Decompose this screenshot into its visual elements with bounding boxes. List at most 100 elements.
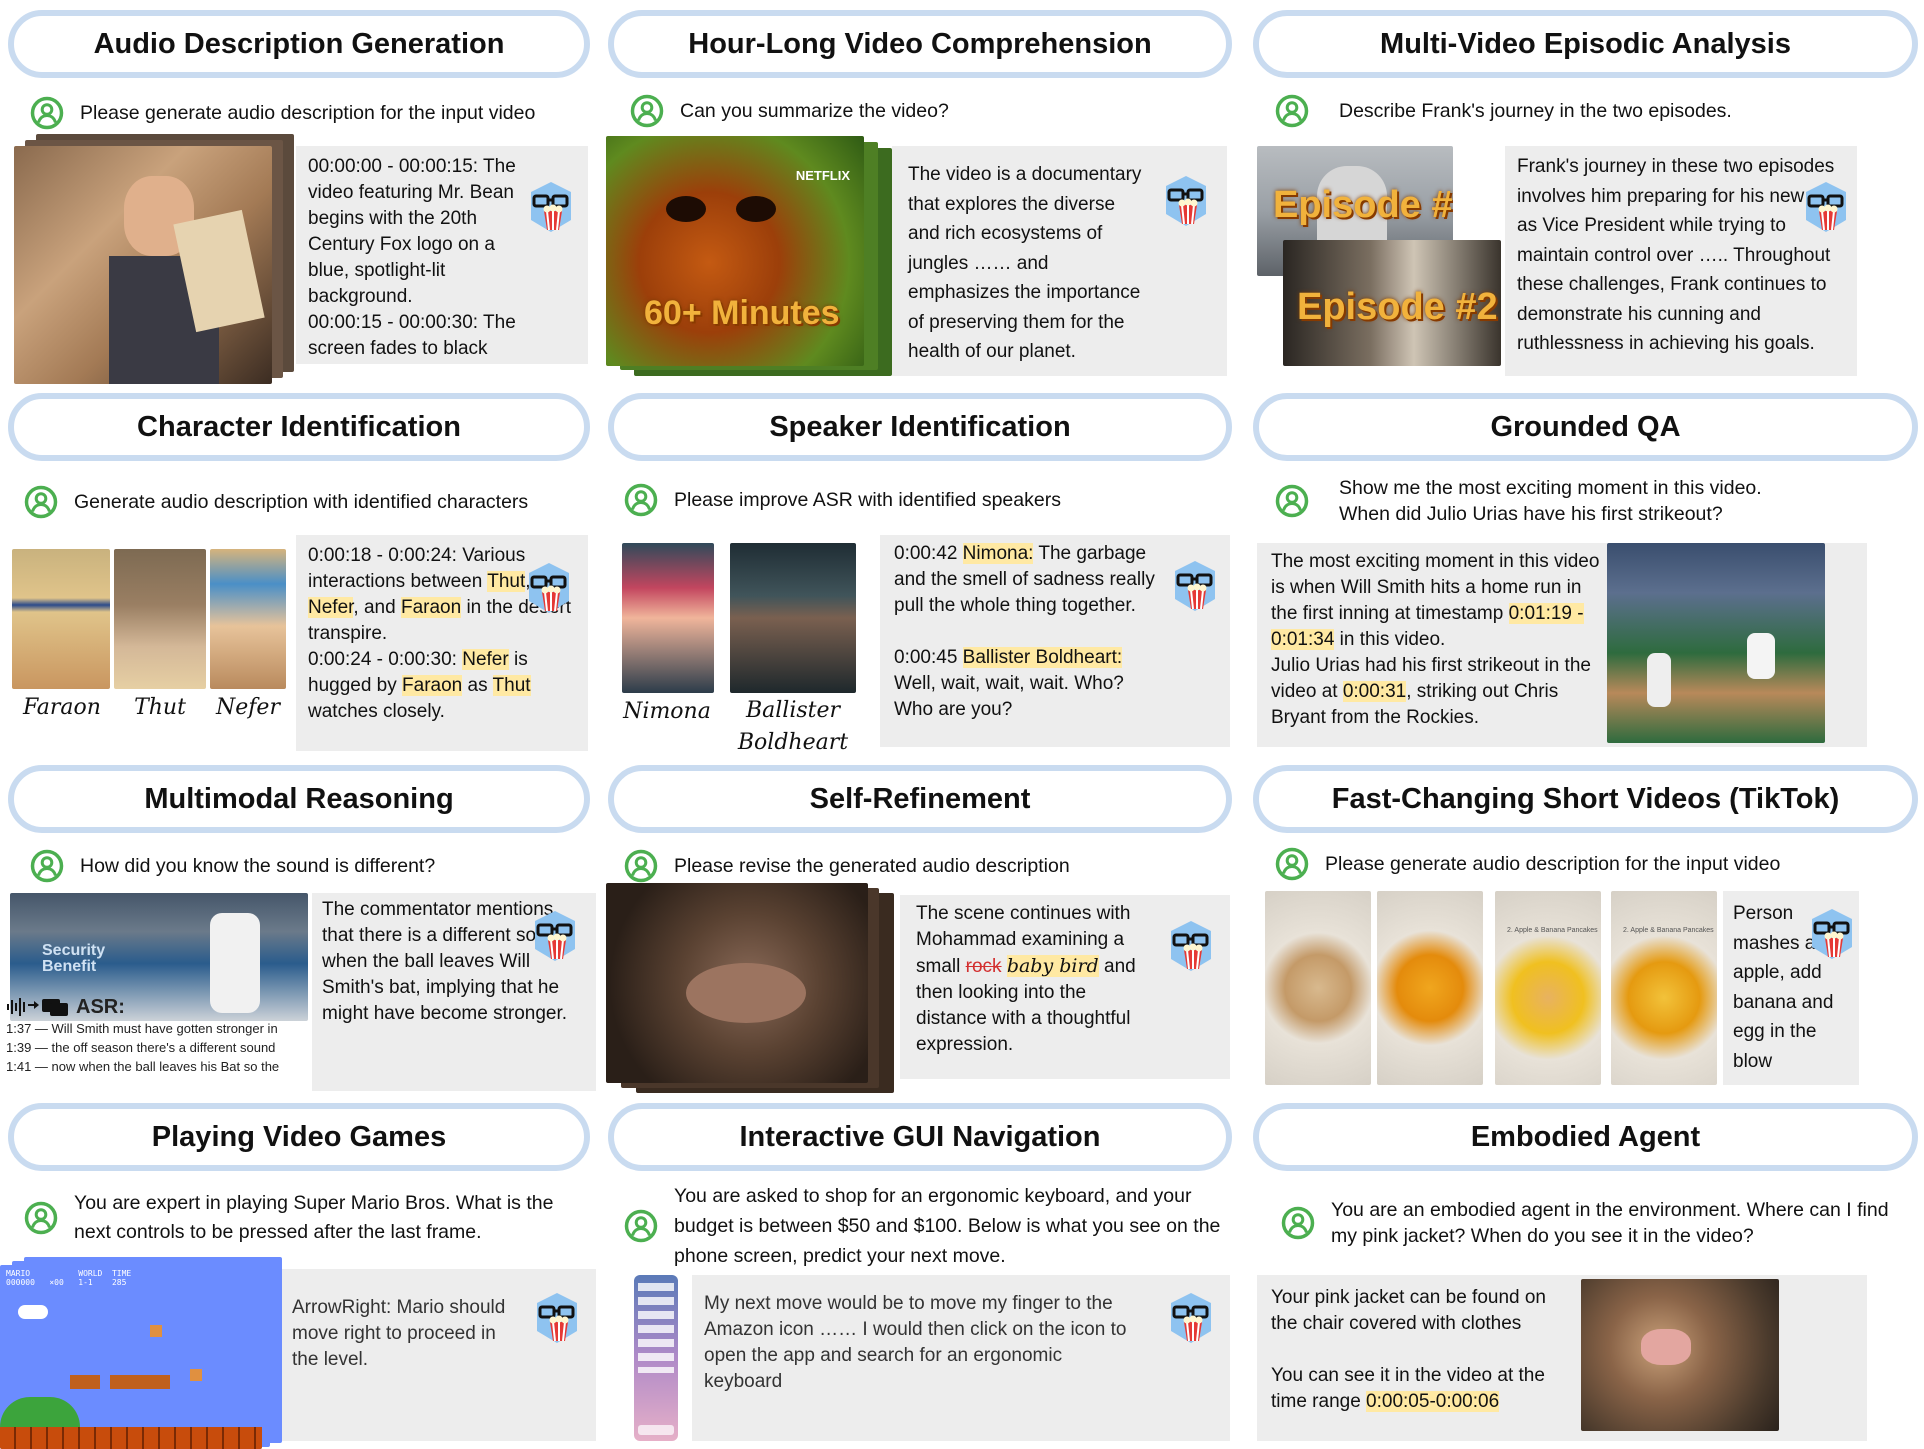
answer-box: The scene continues with Mohammad examin… — [900, 895, 1230, 1079]
question-text: Describe Frank's journey in the two epis… — [1339, 99, 1732, 122]
asr-label: ASR: — [76, 995, 125, 1018]
room-frame — [1581, 1279, 1779, 1431]
user-icon — [624, 1209, 658, 1243]
inserted-word: baby bird — [1006, 955, 1099, 977]
speech-icon — [7, 998, 68, 1016]
answer-box: Your pink jacket can be found on the cha… — [1257, 1275, 1867, 1441]
user-question: Please generate audio description for th… — [30, 96, 588, 130]
bot-icon — [530, 909, 580, 963]
game-frame-stack: MARIO WORLD TIME 000000 ×00 1-1 285 — [0, 1257, 282, 1449]
mario-frame: MARIO WORLD TIME 000000 ×00 1-1 285 — [0, 1265, 262, 1449]
user-icon — [624, 483, 658, 517]
caption-faraon: Faraon — [23, 695, 101, 720]
answer-box: My next move would be to move my finger … — [692, 1275, 1230, 1441]
user-icon — [1275, 484, 1309, 518]
user-icon — [1275, 94, 1309, 128]
bot-icon — [524, 561, 574, 615]
user-question: Show me the most exciting moment in this… — [1275, 475, 1914, 527]
answer-text: Your pink jacket can be found on the cha… — [1271, 1287, 1546, 1412]
asr-transcript: ASR: 1:37 — Will Smith must have gotten … — [6, 995, 316, 1076]
answer-box: Person mashes an apple, add banana and e… — [1723, 891, 1859, 1085]
answer-text: The most exciting moment in this video i… — [1271, 551, 1600, 728]
episode-1-label: Episode #1 — [1273, 184, 1453, 226]
ballister-frame — [730, 543, 856, 693]
tiktok-frame-2 — [1377, 891, 1483, 1085]
asr-line: 1:39 — the off season there's a differen… — [6, 1040, 276, 1055]
timestamp-highlight: 0:00:31 — [1342, 681, 1407, 702]
panel-title: Fast-Changing Short Videos (TikTok) — [1253, 765, 1918, 833]
answer-text: Frank's journey in these two episodes in… — [1517, 156, 1842, 354]
bot-icon — [526, 180, 576, 234]
question-text: You are an embodied agent in the environ… — [1331, 1199, 1889, 1247]
answer-box: The most exciting moment in this video i… — [1257, 543, 1867, 747]
panel-title: Grounded QA — [1253, 393, 1918, 461]
frame-label: 2. Apple & Banana Pancakes — [1507, 927, 1598, 934]
panel-embodied-agent: Embodied Agent You are an embodied agent… — [1245, 1093, 1924, 1449]
struck-word: rock — [965, 956, 1002, 977]
user-icon — [624, 849, 658, 883]
asr-line: 1:37 — Will Smith must have gotten stron… — [6, 1021, 278, 1036]
stadium-sign: Security Benefit — [42, 942, 106, 975]
user-icon — [1275, 847, 1309, 881]
panel-title: Hour-Long Video Comprehension — [608, 10, 1232, 78]
bot-icon — [532, 1291, 582, 1345]
bot-icon — [1865, 1281, 1867, 1335]
panel-title: Interactive GUI Navigation — [608, 1103, 1232, 1171]
user-icon — [1281, 1206, 1315, 1240]
user-question: Generate audio description with identifi… — [24, 485, 588, 519]
name-highlight: Faraon — [400, 597, 462, 618]
panel-hour-long-video: Hour-Long Video Comprehension Can you su… — [600, 0, 1240, 385]
speaker-highlight: Nimona: — [962, 543, 1034, 564]
user-question: Can you summarize the video? — [630, 94, 1230, 128]
panel-self-refinement: Self-Refinement Please revise the genera… — [600, 755, 1240, 1095]
thut-portrait — [114, 549, 206, 689]
nimona-frame — [622, 543, 714, 693]
user-question: You are expert in playing Super Mario Br… — [24, 1189, 588, 1247]
mr-bean-frame — [14, 146, 272, 384]
answer-text: The commentator mentions that there is a… — [322, 899, 568, 1024]
question-text: Can you summarize the video? — [680, 99, 949, 122]
user-question: You are asked to shop for an ergonomic k… — [624, 1181, 1230, 1271]
bot-icon — [1166, 919, 1216, 973]
answer-text: The video is a documentary that explores… — [908, 164, 1142, 362]
episode-2-label: Episode #2 — [1297, 286, 1498, 328]
user-icon — [630, 94, 664, 128]
user-icon — [30, 849, 64, 883]
answer-text: 0:00:18 - 0:00:24: Various interactions … — [308, 545, 571, 722]
game-hud: MARIO WORLD TIME 000000 ×00 1-1 285 — [6, 1269, 132, 1287]
answer-box: 00:00:00 - 00:00:15: The video featuring… — [296, 146, 588, 364]
batter-frame: Security Benefit — [10, 893, 308, 1021]
user-question: Please improve ASR with identified speak… — [624, 483, 1230, 517]
name-highlight: Nefer — [308, 597, 354, 618]
answer-box: ArrowRight: Mario should move right to p… — [282, 1269, 596, 1441]
panel-title: Multi-Video Episodic Analysis — [1253, 10, 1918, 78]
bot-icon — [1801, 180, 1851, 234]
baseball-frame — [1607, 543, 1825, 743]
netflix-label: NETFLIX — [795, 168, 850, 183]
frame-label: 2. Apple & Banana Pancakes — [1623, 927, 1714, 934]
answer-text: 0:00:42 Nimona: The garbage and the smel… — [894, 543, 1155, 720]
question-text: Please generate audio description for th… — [1325, 852, 1781, 875]
question-text: Please revise the generated audio descri… — [674, 854, 1070, 877]
user-question: Please generate audio description for th… — [1275, 847, 1914, 881]
video-frame-stack — [14, 134, 294, 384]
timestamp-highlight: 0:00:05-0:00:06 — [1366, 1391, 1500, 1412]
panel-character-identification: Character Identification Generate audio … — [0, 383, 598, 753]
orangutan-frame: NETFLIX 60+ Minutes — [606, 136, 864, 366]
duration-overlay: 60+ Minutes — [644, 294, 840, 332]
episode-2-frame: Episode #2 — [1283, 240, 1501, 366]
answer-box: Frank's journey in these two episodes in… — [1505, 146, 1857, 376]
bot-icon — [1865, 563, 1867, 617]
name-highlight: Thut — [492, 675, 531, 696]
user-question: How did you know the sound is different? — [30, 849, 588, 883]
bot-icon — [1161, 174, 1211, 228]
panel-tiktok: Fast-Changing Short Videos (TikTok) Plea… — [1245, 755, 1924, 1095]
panel-multimodal-reasoning: Multimodal Reasoning How did you know th… — [0, 755, 598, 1095]
question-text: You are expert in playing Super Mario Br… — [74, 1192, 554, 1243]
panel-title: Speaker Identification — [608, 393, 1232, 461]
panel-title: Audio Description Generation — [8, 10, 590, 78]
hands-frame — [606, 883, 868, 1083]
caption-ballister: Ballister Boldheart — [737, 698, 849, 755]
question-text: You are asked to shop for an ergonomic k… — [674, 1185, 1221, 1267]
tiktok-frame-1 — [1265, 891, 1371, 1085]
